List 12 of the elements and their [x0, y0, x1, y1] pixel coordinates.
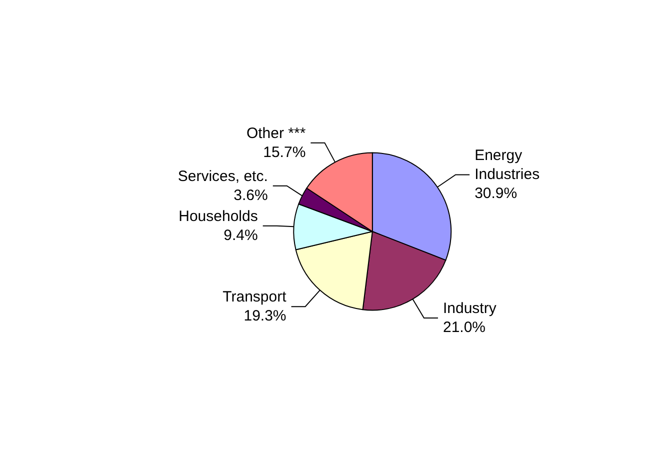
data-label: 21.0% [442, 318, 486, 336]
data-label: 15.7% [263, 144, 306, 161]
data-label: 9.4% [224, 226, 258, 244]
slice-label: Transport [222, 288, 288, 306]
data-label: 3.6% [234, 186, 268, 204]
slice-label: Households [178, 208, 258, 225]
data-label: 30.9% [474, 185, 518, 202]
slice-label: Other *** [246, 124, 306, 142]
slice-label: Energy Industries [474, 147, 540, 184]
data-label: 19.3% [244, 308, 286, 325]
slice-label: Services, etc. [178, 168, 268, 185]
slice-label: Industry [442, 300, 497, 317]
